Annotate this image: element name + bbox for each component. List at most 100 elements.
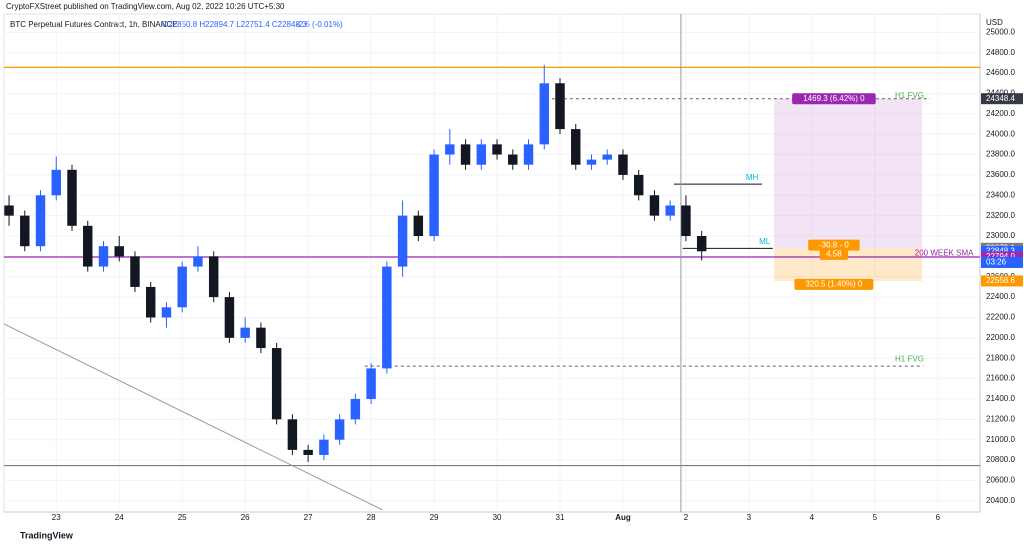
y-tick-label: 21400.0 (986, 394, 1015, 403)
candle-body (633, 174, 644, 196)
candle-body (319, 439, 329, 455)
x-tick-label: 3 (747, 513, 752, 522)
x-tick-label: 6 (936, 513, 941, 522)
candle-body (208, 256, 219, 298)
price-tag-label: 22794.0 (986, 252, 1015, 261)
candle-body (114, 246, 124, 257)
x-tick-label: 4 (810, 513, 815, 522)
x-tick-label: 29 (430, 513, 439, 522)
x-tick-label: 25 (178, 513, 187, 522)
x-tick-label: 5 (873, 513, 878, 522)
candle-body (555, 83, 565, 130)
y-tick-label: 23800.0 (986, 150, 1015, 159)
annotation: ML (759, 237, 771, 246)
countdown: 03:26 (986, 258, 1007, 267)
y-tick-label: 21600.0 (986, 374, 1015, 383)
x-tick-label: Aug (615, 513, 631, 522)
candle-body (618, 154, 628, 175)
label-box (808, 239, 860, 251)
candle-body (382, 266, 392, 369)
candle-body (460, 144, 471, 165)
candle-body (98, 246, 109, 267)
label-box (794, 278, 874, 290)
price-tag (981, 245, 1023, 257)
y-tick-label: 24800.0 (986, 48, 1015, 57)
ohlc: O22850.8 H22894.7 L22751.4 C22848.3 (162, 20, 307, 29)
candle-body (665, 205, 675, 216)
candle-body (539, 83, 549, 145)
y-tick-label: 24400.0 (986, 89, 1015, 98)
published-line: CryptoFXStreet published on TradingView.… (6, 2, 285, 11)
brand: TradingView (20, 530, 74, 540)
candle-body (287, 419, 298, 450)
candle-body (413, 215, 424, 237)
y-tick-label: 22400.0 (986, 292, 1015, 301)
candle-body (602, 154, 612, 160)
y-tick-label: 21000.0 (986, 435, 1015, 444)
candle-body (492, 144, 502, 155)
annotation: 4.58 (826, 249, 842, 258)
candle-body (366, 368, 376, 399)
candle-body (35, 195, 46, 247)
candle-body (681, 205, 691, 237)
y-tick-label: 20400.0 (986, 496, 1015, 505)
y-tick-label: 20600.0 (986, 476, 1015, 485)
price-tag-label: 22558.6 (986, 276, 1015, 285)
annotation: H1 FVG (895, 91, 924, 100)
price-tag-label: 24348.4 (986, 94, 1015, 103)
candle-body (303, 449, 313, 455)
y-tick-label: 25000.0 (986, 27, 1015, 36)
x-tick-label: 30 (493, 513, 502, 522)
candle-body (334, 419, 345, 440)
trend-segment (3, 323, 383, 511)
candle-body (445, 144, 455, 155)
change: -2.6 (-0.01%) (296, 20, 343, 29)
symbol: BTC Perpetual Futures Contract, 1h, BINA… (10, 20, 178, 29)
candle-body (476, 144, 487, 165)
candle-body (271, 348, 282, 420)
x-tick-label: 26 (241, 513, 250, 522)
candle-body (161, 307, 172, 318)
y-tick-label: 20800.0 (986, 455, 1015, 464)
candle-body (240, 327, 250, 338)
candle-body (145, 286, 156, 318)
price-tag-label: 22848.3 (986, 247, 1015, 256)
price-tag (981, 93, 1023, 105)
annotation: H1 FVG (895, 354, 924, 363)
candle-body (429, 154, 439, 237)
candle-body (130, 256, 140, 287)
x-tick-label: 28 (367, 513, 376, 522)
y-tick-label: 21800.0 (986, 353, 1015, 362)
position-box (774, 98, 923, 249)
candle-body (350, 398, 361, 420)
candle-body (51, 169, 61, 196)
y-tick-label: 23400.0 (986, 190, 1015, 199)
y-tick-label: 24200.0 (986, 109, 1015, 118)
y-tick-label: 21200.0 (986, 414, 1015, 423)
annotation: 1469.3 (6.42%) 0 (803, 94, 865, 103)
label-box (792, 93, 876, 105)
candle-body (649, 195, 660, 216)
candle-body (256, 327, 266, 349)
candle-body (586, 159, 597, 165)
y-tick-label: 24000.0 (986, 129, 1015, 138)
y-tick-label: 23200.0 (986, 211, 1015, 220)
x-tick-label: 24 (115, 513, 124, 522)
x-tick-label: 2 (684, 513, 689, 522)
candle-body (83, 225, 93, 267)
candle-body (224, 297, 235, 338)
annotation: 320.5 (1.40%) 0 (805, 279, 862, 288)
candle-body (397, 215, 408, 267)
candle-body (523, 144, 534, 165)
candle-body (193, 256, 203, 267)
countdown-box (981, 256, 1023, 268)
label-box (819, 248, 849, 260)
candle-body (4, 205, 14, 216)
candle-body (20, 215, 30, 247)
y-tick-label: 22200.0 (986, 313, 1015, 322)
candle-body (696, 236, 707, 252)
x-tick-label: 27 (304, 513, 313, 522)
y-tick-label: 22000.0 (986, 333, 1015, 342)
